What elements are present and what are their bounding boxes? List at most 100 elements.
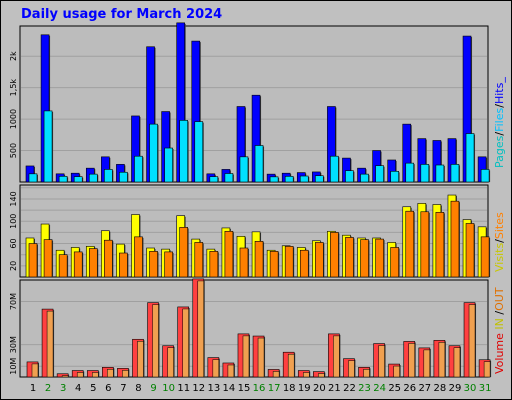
sites-bar <box>345 237 354 278</box>
files-bar <box>73 176 83 183</box>
day-label: 27 <box>418 383 431 394</box>
volume-out-bar <box>453 347 461 378</box>
page-title: Daily usage for March 2024 <box>21 7 223 22</box>
sites-bar <box>104 239 113 278</box>
y-tick-label: 2k <box>9 51 18 61</box>
sites-bar <box>465 223 475 278</box>
files-bar <box>43 110 53 183</box>
sites-bar <box>73 251 83 278</box>
sites-bar <box>134 236 143 278</box>
volume-out-bar <box>333 335 340 378</box>
volume-out-bar <box>303 372 310 378</box>
volume-out-bar <box>348 360 355 378</box>
legend-bottom-sep2: / <box>493 311 506 318</box>
sites-bar <box>375 238 384 278</box>
files-bar <box>239 156 249 183</box>
sites-bar <box>179 227 188 278</box>
sites-bar <box>88 248 98 278</box>
files-bar <box>254 145 264 183</box>
volume-out-bar <box>287 353 295 378</box>
files-bar <box>134 155 143 183</box>
files-bar <box>345 170 354 183</box>
volume-out-bar <box>378 345 385 378</box>
volume-out-bar <box>76 372 84 378</box>
legend-volume: Volume <box>493 333 506 374</box>
files-bar <box>284 176 294 183</box>
day-label: 8 <box>135 383 141 394</box>
sites-bar <box>390 247 399 278</box>
sites-bar <box>450 200 460 278</box>
volume-out-bar <box>197 280 205 378</box>
files-bar <box>465 133 475 183</box>
day-label: 15 <box>238 383 251 394</box>
y-tick-label: 100 <box>9 214 18 229</box>
day-label: 4 <box>75 383 81 394</box>
legend-top-sep2: / <box>493 104 506 108</box>
legend-sites: Sites <box>493 212 506 239</box>
files-bar <box>119 171 128 183</box>
y-tick-labels: 500 1000 1,5k 2k 20 60 100 140 10M 30M 70M <box>9 51 18 375</box>
volume-out-bar <box>272 371 280 378</box>
y-tick-label: 1,5k <box>9 79 18 97</box>
sites-bar <box>405 210 415 278</box>
legend-files: Files <box>493 107 506 131</box>
day-label: 28 <box>434 383 447 394</box>
y-tick-label: 500 <box>9 143 18 158</box>
legend-bottom: Volume IN /OUT <box>493 287 506 374</box>
volume-out-bar <box>137 341 144 378</box>
volume-out-bar <box>393 365 400 378</box>
legend-top-sep1: / <box>493 132 506 136</box>
volume-out-bar <box>46 310 54 378</box>
legend-pages: Pages <box>493 135 506 168</box>
volume-out-bar <box>468 304 476 378</box>
day-label: 3 <box>60 383 66 394</box>
legend-middle: Visits/Sites <box>493 212 506 272</box>
day-label: 24 <box>373 383 386 394</box>
volume-out-bar <box>182 308 189 378</box>
day-label: 6 <box>105 383 111 394</box>
volume-out-bar <box>212 359 220 378</box>
day-label: 13 <box>207 383 220 394</box>
day-label: 29 <box>449 383 462 394</box>
volume-out-bar <box>122 370 129 378</box>
files-bar <box>164 147 173 183</box>
sites-bar <box>480 236 490 278</box>
sites-bar <box>435 212 445 278</box>
day-label: 12 <box>192 383 205 394</box>
files-bar <box>480 169 490 183</box>
files-bar <box>330 155 339 183</box>
sites-bar <box>224 230 234 278</box>
files-bar <box>28 173 38 183</box>
day-label: 31 <box>479 383 492 394</box>
volume-out-bar <box>227 364 235 378</box>
y-tick-label: 20 <box>9 261 18 271</box>
sites-bar <box>420 211 430 278</box>
volume-out-bar <box>257 337 265 378</box>
day-label: 14 <box>223 383 236 394</box>
day-label: 16 <box>253 383 266 394</box>
volume-out-bar <box>408 343 415 378</box>
volume-out-bar <box>61 375 69 378</box>
volume-out-bar <box>152 304 159 378</box>
files-bar <box>299 175 309 183</box>
files-bar <box>435 164 445 183</box>
legend-visits: Visits <box>493 243 506 272</box>
volume-out-bar <box>363 369 370 378</box>
y-tick-label: 30M <box>9 336 18 353</box>
files-bar <box>209 176 219 183</box>
files-bar <box>360 173 369 183</box>
files-bar <box>390 171 399 183</box>
volume-out-bar <box>167 347 174 378</box>
files-bar <box>315 175 324 183</box>
y-tick-label: 1000 <box>9 109 18 129</box>
sites-bar <box>58 254 68 278</box>
day-label: 19 <box>298 383 311 394</box>
sites-bar <box>43 239 53 278</box>
sites-bar <box>360 239 369 278</box>
sites-bar <box>239 247 249 278</box>
day-label: 1 <box>30 383 36 394</box>
sites-bar <box>28 243 38 278</box>
volume-out-bar <box>483 361 491 378</box>
files-bar <box>375 165 384 183</box>
volume-out-bar <box>318 373 325 378</box>
